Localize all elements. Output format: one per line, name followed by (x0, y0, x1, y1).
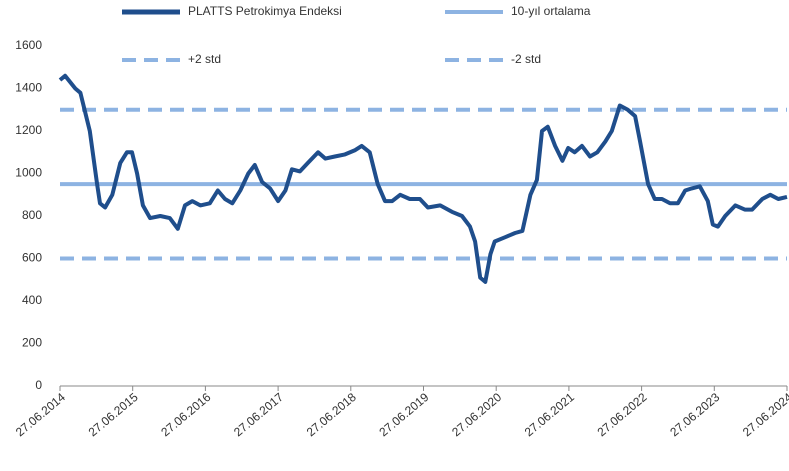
y-tick-label: 1600 (15, 38, 42, 52)
legend-label: PLATTS Petrokimya Endeksi (188, 4, 342, 18)
x-tick-label: 27.06.2018 (304, 390, 359, 440)
series-line (58, 73, 788, 284)
legend-label: -2 std (511, 52, 541, 66)
y-tick-label: 600 (22, 251, 42, 265)
x-tick-label: 27.06.2015 (86, 390, 141, 440)
x-tick-label: 27.06.2023 (667, 390, 722, 440)
x-tick-label: 27.06.2021 (522, 390, 577, 440)
y-tick-label: 800 (22, 208, 42, 222)
y-tick-label: 1400 (15, 81, 42, 95)
x-tick-label: 27.06.2014 (13, 390, 68, 440)
y-tick-label: 200 (22, 336, 42, 350)
x-tick-label: 27.06.2022 (595, 390, 650, 440)
y-tick-label: 0 (35, 378, 42, 392)
x-tick-label: 27.06.2024 (740, 390, 789, 440)
x-tick-label: 27.06.2020 (449, 390, 504, 440)
y-tick-label: 1000 (15, 166, 42, 180)
y-tick-label: 1200 (15, 123, 42, 137)
legend-label: +2 std (188, 52, 221, 66)
legend-label: 10-yıl ortalama (511, 4, 591, 18)
x-tick-label: 27.06.2016 (158, 390, 213, 440)
x-tick-label: 27.06.2017 (231, 390, 286, 440)
y-tick-label: 400 (22, 293, 42, 307)
x-tick-label: 27.06.2019 (376, 390, 431, 440)
